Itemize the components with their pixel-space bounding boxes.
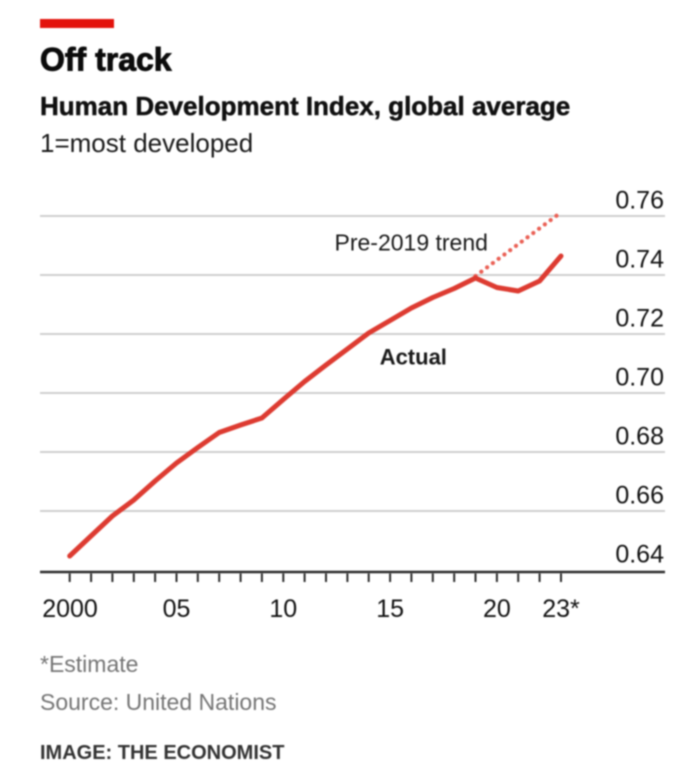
svg-text:Human Development Index, globa: Human Development Index, global average: [40, 91, 570, 121]
svg-text:2000: 2000: [42, 595, 98, 623]
svg-text:05: 05: [163, 595, 191, 623]
svg-text:0.76: 0.76: [615, 187, 664, 215]
svg-text:Off track: Off track: [40, 42, 172, 78]
svg-text:20: 20: [483, 595, 511, 623]
svg-text:15: 15: [376, 595, 404, 623]
svg-text:0.74: 0.74: [615, 246, 664, 274]
svg-text:Pre-2019 trend: Pre-2019 trend: [335, 230, 488, 256]
svg-text:0.66: 0.66: [615, 482, 664, 510]
svg-text:0.70: 0.70: [615, 364, 664, 392]
svg-text:*Estimate: *Estimate: [40, 651, 138, 677]
svg-text:0.64: 0.64: [615, 541, 664, 569]
svg-text:0.68: 0.68: [615, 423, 664, 451]
svg-text:1=most developed: 1=most developed: [40, 128, 253, 158]
svg-text:23*: 23*: [542, 595, 580, 623]
svg-text:IMAGE: THE ECONOMIST: IMAGE: THE ECONOMIST: [40, 742, 284, 764]
svg-text:Actual: Actual: [380, 345, 447, 370]
svg-text:Source: United Nations: Source: United Nations: [40, 689, 277, 715]
svg-text:0.72: 0.72: [615, 305, 664, 333]
svg-text:10: 10: [269, 595, 297, 623]
